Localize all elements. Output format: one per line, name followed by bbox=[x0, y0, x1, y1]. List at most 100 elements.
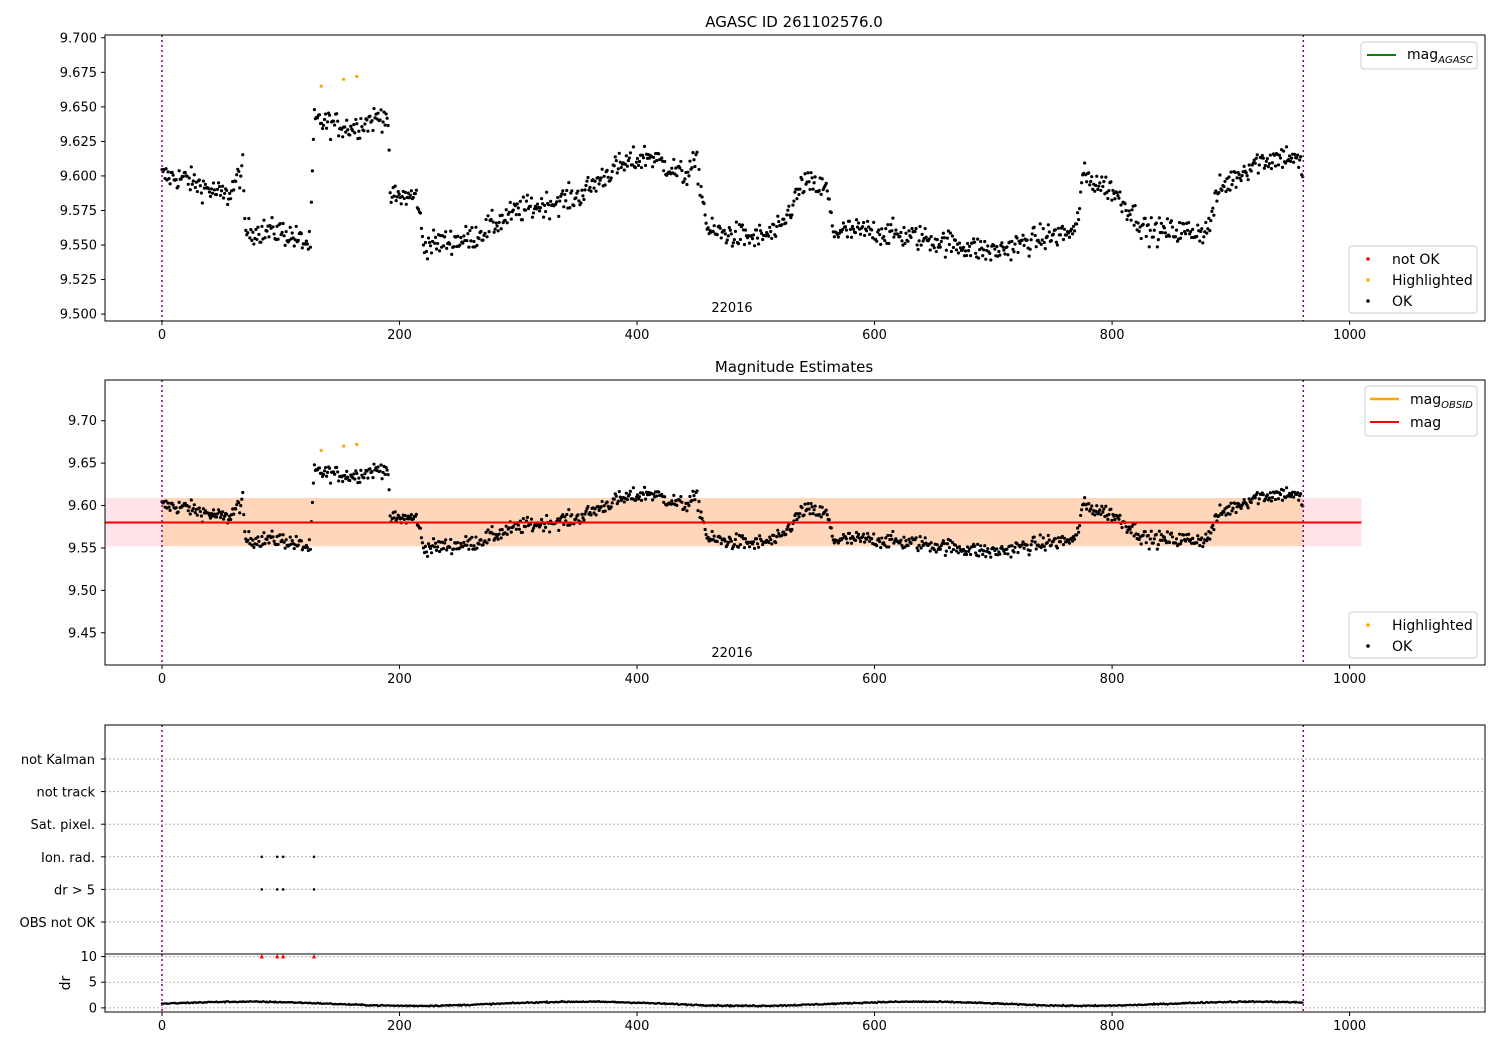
ok-point bbox=[808, 512, 812, 516]
ok-point bbox=[166, 501, 170, 505]
ok-point bbox=[625, 164, 629, 168]
ok-point bbox=[1110, 518, 1114, 522]
ok-point bbox=[1170, 225, 1175, 229]
ok-point bbox=[772, 223, 776, 227]
ok-point bbox=[214, 193, 219, 197]
ok-point bbox=[1046, 223, 1050, 227]
ok-point bbox=[426, 542, 431, 546]
ok-point bbox=[1090, 504, 1094, 508]
ok-point bbox=[986, 546, 990, 551]
ok-point bbox=[229, 517, 233, 522]
ok-point bbox=[1047, 230, 1051, 234]
ok-point bbox=[934, 550, 938, 554]
ok-point bbox=[249, 228, 253, 232]
ok-point bbox=[370, 470, 374, 474]
ok-point bbox=[824, 508, 828, 512]
ok-point bbox=[702, 201, 706, 206]
ok-point bbox=[474, 535, 478, 539]
ok-point bbox=[353, 477, 357, 481]
ok-point bbox=[977, 256, 981, 260]
ok-point bbox=[524, 199, 529, 203]
ok-point bbox=[244, 228, 248, 232]
ok-point bbox=[683, 177, 687, 181]
ok-point bbox=[619, 165, 623, 170]
ok-point bbox=[700, 516, 704, 521]
ok-point bbox=[254, 227, 258, 232]
ok-point bbox=[425, 257, 430, 261]
ok-point bbox=[737, 222, 742, 227]
ok-point bbox=[533, 204, 538, 208]
ok-point bbox=[432, 241, 437, 245]
ok-point bbox=[1045, 234, 1049, 238]
ok-point bbox=[1110, 198, 1114, 202]
ok-point bbox=[841, 221, 845, 225]
ok-point bbox=[953, 238, 958, 243]
ok-point bbox=[1069, 227, 1074, 231]
ok-point bbox=[168, 182, 172, 186]
ok-point bbox=[809, 501, 813, 506]
ok-point bbox=[832, 235, 836, 239]
ok-point bbox=[192, 503, 196, 507]
ok-point bbox=[809, 171, 813, 175]
ok-point bbox=[699, 510, 703, 514]
panel-mag-title: Magnitude Estimates bbox=[715, 358, 873, 376]
legend-mag-ok-label: OK bbox=[1392, 639, 1413, 655]
ok-point bbox=[541, 529, 546, 533]
ok-point bbox=[966, 549, 971, 553]
ok-point bbox=[304, 239, 308, 243]
ok-point bbox=[1093, 513, 1097, 517]
ok-point bbox=[761, 237, 765, 242]
ok-point bbox=[1124, 208, 1128, 213]
ok-point bbox=[384, 112, 388, 116]
ok-point bbox=[276, 542, 280, 547]
ok-point bbox=[827, 197, 831, 201]
ok-point bbox=[1106, 517, 1110, 521]
ok-point bbox=[768, 535, 772, 539]
ok-point bbox=[657, 490, 661, 494]
ok-point bbox=[429, 551, 434, 555]
ok-point bbox=[1260, 153, 1264, 158]
ok-point bbox=[449, 229, 453, 233]
ok-point bbox=[899, 230, 903, 235]
ok-point bbox=[853, 231, 858, 235]
ok-point bbox=[710, 216, 714, 220]
ok-point bbox=[599, 505, 603, 509]
ok-point bbox=[530, 215, 535, 219]
ok-point bbox=[879, 545, 883, 550]
ok-point bbox=[176, 184, 180, 189]
ok-point bbox=[1015, 542, 1019, 546]
ok-point bbox=[214, 515, 219, 519]
ok-point bbox=[1077, 530, 1081, 534]
ok-point bbox=[496, 229, 500, 233]
ok-point bbox=[1281, 488, 1286, 492]
ok-point bbox=[1165, 530, 1170, 534]
ok-point bbox=[368, 114, 372, 118]
ok-point bbox=[594, 513, 598, 517]
ok-point bbox=[633, 165, 638, 170]
ok-point bbox=[580, 188, 584, 192]
ok-point bbox=[898, 541, 902, 545]
ok-point bbox=[296, 238, 300, 242]
ok-point bbox=[296, 543, 300, 547]
mag-x-tick-label: 0 bbox=[158, 672, 166, 687]
ok-point bbox=[208, 194, 213, 198]
ok-point bbox=[294, 534, 298, 539]
ok-point bbox=[435, 545, 440, 549]
ok-point bbox=[1127, 209, 1131, 213]
ok-point bbox=[1201, 241, 1205, 245]
ok-point bbox=[1000, 544, 1004, 549]
ok-point bbox=[312, 107, 317, 112]
ok-point bbox=[825, 513, 829, 517]
ok-point bbox=[1222, 185, 1226, 189]
agasc-x-tick-label: 1000 bbox=[1333, 328, 1366, 343]
ok-point bbox=[1099, 188, 1103, 193]
ok-point bbox=[458, 243, 462, 247]
ok-point bbox=[517, 212, 521, 217]
ok-point bbox=[193, 185, 197, 190]
ok-point bbox=[1214, 189, 1218, 193]
ok-point bbox=[904, 539, 908, 543]
ok-point bbox=[294, 224, 298, 229]
ok-point bbox=[1077, 217, 1081, 222]
ok-point bbox=[1186, 228, 1190, 232]
ok-point bbox=[459, 541, 463, 546]
